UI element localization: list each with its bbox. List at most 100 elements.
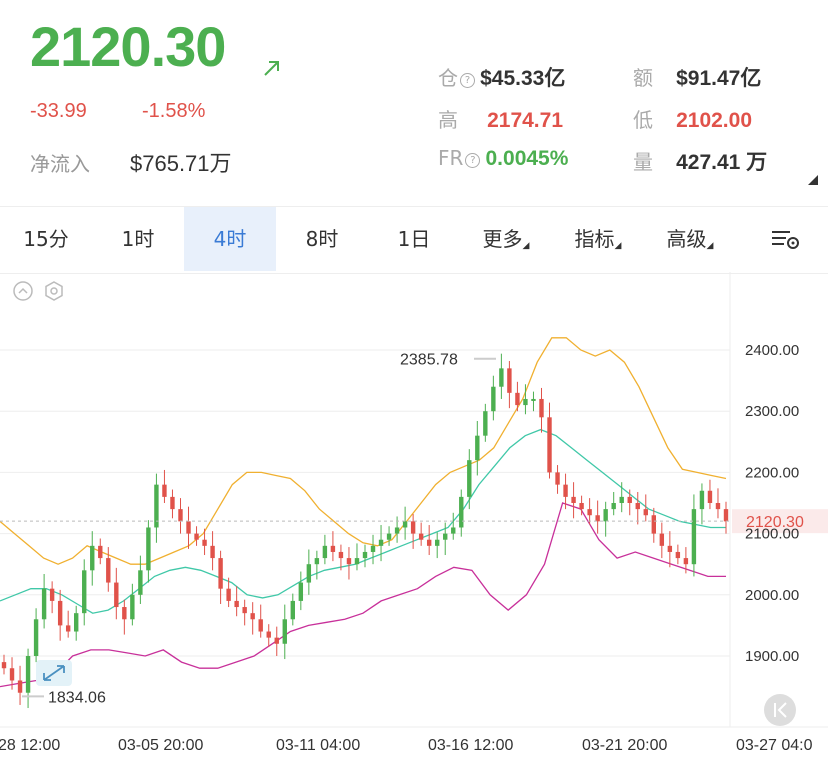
candle-down [627, 496, 632, 503]
dropdown-triangle-icon: ◢ [706, 241, 714, 251]
candle-down [250, 613, 255, 620]
candle-down [9, 668, 15, 681]
candle-up [146, 527, 151, 571]
candle-down [122, 607, 127, 620]
candle-down [1, 662, 7, 669]
bollinger-lower-line [0, 502, 726, 688]
min-price-label: 1834.06 [48, 689, 106, 706]
tab-more-label: 更多 [482, 227, 523, 251]
candle-down [539, 398, 544, 418]
bollinger-middle-line [0, 428, 726, 614]
tab-indicators-label: 指标 [574, 227, 615, 251]
stats-expand-icon[interactable] [808, 170, 818, 189]
candle-up [475, 435, 480, 461]
collapse-icon[interactable] [13, 281, 33, 301]
position-value: $45.33亿 [480, 67, 566, 90]
tab-4h[interactable]: 4时 [184, 207, 276, 271]
candle-up [138, 570, 143, 595]
tab-15m[interactable]: 15分 [23, 227, 69, 251]
candle-down [266, 631, 271, 638]
candle-down [667, 545, 673, 552]
tab-1d[interactable]: 1日 [397, 227, 431, 251]
candle-down [715, 503, 721, 510]
settings-icon[interactable] [45, 281, 63, 301]
dropdown-triangle-icon: ◢ [614, 241, 622, 251]
candle-up [499, 368, 504, 387]
candle-down [547, 417, 552, 473]
last-price: 2120.30 [30, 15, 226, 78]
candle-down [587, 509, 592, 516]
candle-down [643, 509, 648, 516]
candle-down [515, 392, 520, 406]
low-value: 2102.00 [676, 109, 753, 132]
candle-down [170, 496, 175, 510]
current-price-tag [732, 509, 828, 534]
fr-label: FR [438, 146, 464, 170]
candle-down [57, 600, 63, 626]
candle-down [723, 509, 729, 522]
help-icon[interactable]: ? [460, 73, 475, 88]
candle-down [242, 607, 247, 614]
bollinger-upper-line [0, 337, 727, 565]
tab-indicators[interactable]: 指标◢ [552, 207, 644, 271]
y-tick-label: 2400.00 [745, 342, 799, 359]
candle-up [483, 411, 488, 436]
candle-up [322, 545, 328, 559]
candle-down [563, 484, 568, 497]
high-value: 2174.71 [487, 109, 564, 132]
low-label: 低 [633, 108, 653, 132]
candle-up [402, 521, 408, 528]
expand-icon[interactable] [36, 660, 72, 686]
x-tick-label: 03-27 04:0 [736, 737, 813, 754]
chart-settings-button[interactable] [750, 207, 820, 271]
candle-down [330, 545, 336, 552]
candle-up [41, 588, 47, 620]
position-label: 仓 [438, 66, 458, 90]
candle-down [659, 533, 665, 546]
fr-value: 0.0045% [485, 147, 569, 170]
candle-down [675, 551, 681, 559]
candle-down [65, 625, 71, 632]
candle-up [298, 582, 304, 601]
tab-1h[interactable]: 1时 [121, 227, 155, 251]
funding-rate-stat: FR? 0.0045% [438, 146, 568, 171]
tab-8h[interactable]: 8时 [305, 227, 339, 251]
candle-down [178, 509, 183, 522]
volume-value: 427.41 万 [676, 151, 768, 174]
chart-settings-icon [772, 231, 799, 249]
x-tick-label: 03-16 12:00 [428, 737, 514, 754]
candle-down [226, 588, 231, 601]
y-tick-label: 2100.00 [745, 526, 799, 543]
tab-more[interactable]: 更多◢ [460, 207, 552, 271]
candle-up [82, 570, 87, 614]
candle-down [418, 533, 424, 540]
price-change: -33.99 [30, 100, 87, 122]
candlestick-chart[interactable]: 2120.30 2385.78 1834.06 2400.00 2300.00 2200… [0, 272, 828, 760]
candle-up [354, 558, 360, 565]
candle-up [691, 509, 697, 565]
x-tick-label: 03-11 04:00 [276, 737, 360, 754]
y-tick-label: 1900.00 [745, 648, 799, 665]
skip-to-latest-icon[interactable] [764, 694, 796, 726]
candle-down [338, 551, 344, 559]
candle-up [451, 527, 456, 534]
candle-down [651, 515, 656, 534]
candle-up [394, 527, 400, 534]
candle-up [523, 398, 528, 406]
candle-down [202, 539, 207, 546]
candle-up [435, 539, 440, 546]
price-change-percent: -1.58% [142, 100, 206, 122]
candle-down [49, 588, 55, 601]
help-icon[interactable]: ? [465, 153, 481, 168]
tab-advanced[interactable]: 高级◢ [644, 207, 736, 271]
candle-up [531, 398, 536, 401]
candle-up [699, 490, 705, 510]
candle-down [186, 521, 191, 534]
candle-up [130, 594, 135, 620]
x-tick-label: 28 12:00 [0, 737, 60, 754]
net-inflow-label: 净流入 [30, 152, 90, 176]
candle-down [683, 558, 689, 565]
y-tick-label: 2000.00 [745, 587, 799, 604]
trend-arrow-icon [262, 58, 282, 82]
candle-up [314, 558, 320, 565]
